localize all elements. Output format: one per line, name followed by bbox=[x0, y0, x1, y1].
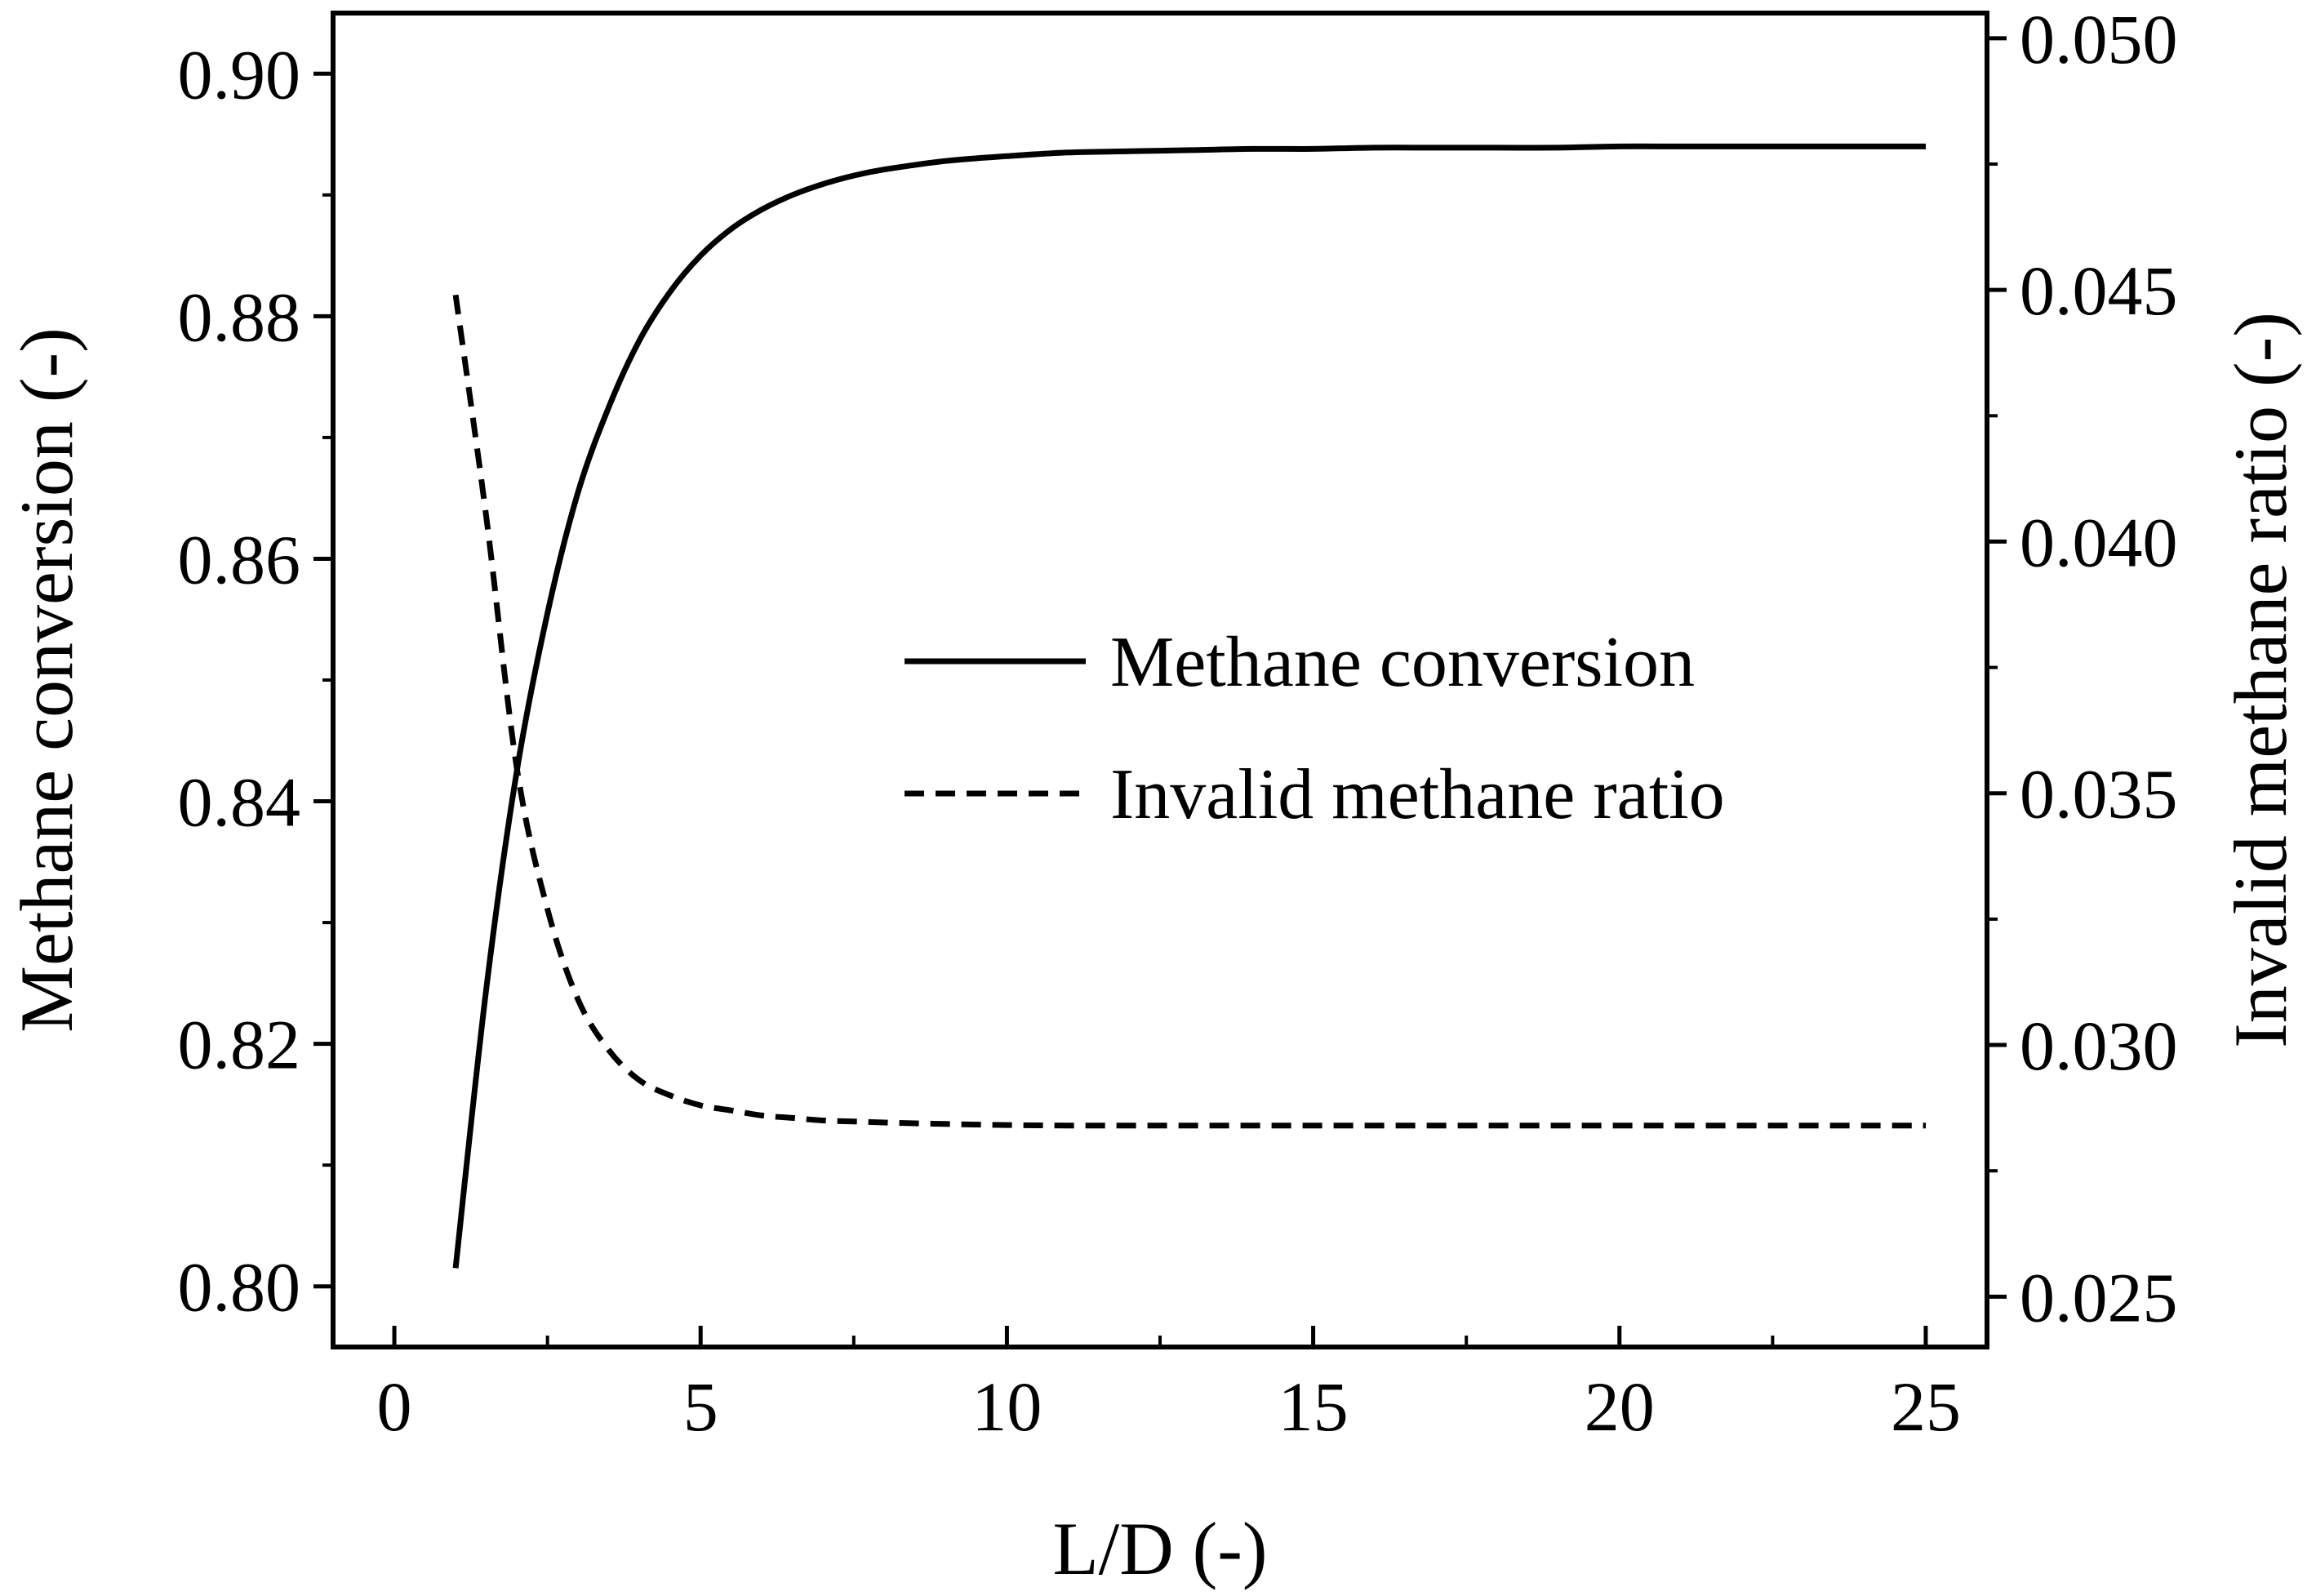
y-left-axis-ticks: 0.80 0.82 0.84 0.86 0.88 0.90 bbox=[178, 35, 333, 1327]
y-right-tick-label: 0.045 bbox=[2020, 251, 2178, 330]
y-left-tick-label: 0.90 bbox=[178, 35, 301, 113]
x-tick-label: 5 bbox=[683, 1367, 718, 1446]
x-tick-label: 10 bbox=[971, 1367, 1042, 1446]
x-tick-label: 15 bbox=[1278, 1367, 1349, 1446]
y-left-tick-label: 0.80 bbox=[178, 1248, 301, 1327]
x-tick-label: 20 bbox=[1585, 1367, 1655, 1446]
legend-label-methane-conversion: Methane conversion bbox=[1110, 623, 1695, 702]
y-left-tick-label: 0.82 bbox=[178, 1006, 301, 1084]
legend: Methane conversion Invalid methane ratio bbox=[905, 623, 1725, 834]
series-line-methane-conversion bbox=[452, 143, 1926, 1269]
y-right-tick-label: 0.030 bbox=[2020, 1007, 2178, 1085]
x-tick-label: 0 bbox=[377, 1367, 412, 1446]
plot-area bbox=[452, 143, 1926, 1269]
y-right-tick-label: 0.040 bbox=[2020, 503, 2178, 581]
y-left-tick-label: 0.86 bbox=[178, 520, 301, 598]
y-right-tick-label: 0.025 bbox=[2020, 1258, 2178, 1336]
y-left-tick-label: 0.84 bbox=[178, 763, 301, 842]
y-left-tick-label: 0.88 bbox=[178, 278, 301, 356]
y-right-tick-label: 0.035 bbox=[2020, 755, 2178, 834]
y-right-tick-label: 0.050 bbox=[2020, 0, 2178, 78]
y-right-axis-ticks: 0.025 0.030 0.035 0.040 0.045 0.050 bbox=[1987, 0, 2178, 1336]
legend-label-invalid-methane-ratio: Invalid methane ratio bbox=[1110, 755, 1725, 834]
x-axis-ticks: 0 5 10 15 20 25 bbox=[377, 1326, 1961, 1446]
x-axis-title: L/D (-) bbox=[1052, 1507, 1267, 1590]
x-tick-label: 25 bbox=[1891, 1367, 1961, 1446]
series-line-invalid-methane-ratio bbox=[452, 294, 1926, 1129]
y-left-axis-title: Methane conversion (-) bbox=[5, 327, 88, 1032]
y-right-axis-title: Invalid methane ratio (-) bbox=[2219, 312, 2302, 1048]
